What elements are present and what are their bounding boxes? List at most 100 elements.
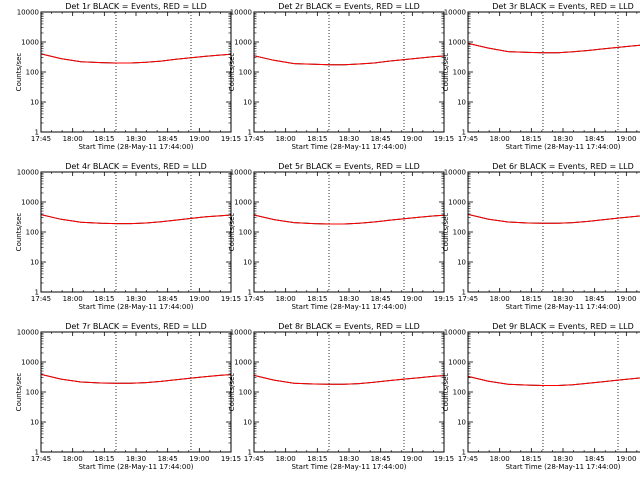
x-tick-label: 19:00: [616, 295, 636, 303]
panel-title: Det 1r BLACK = Events, RED = LLD: [65, 2, 207, 11]
y-tick-label: 1000: [234, 359, 252, 367]
x-axis-label: Start Time (28-May-11 17:44:00): [78, 143, 193, 151]
y-axis-label: Counts/sec: [15, 53, 23, 92]
x-tick-label: 18:00: [63, 455, 83, 463]
x-tick-label: 17:45: [244, 455, 264, 463]
x-tick-label: 17:45: [31, 295, 51, 303]
series-line-lld: [468, 213, 640, 224]
x-tick-label: 18:30: [553, 295, 573, 303]
y-tick-label: 1000: [21, 39, 39, 47]
detector-panel: Det 4r BLACK = Events, RED = LLD 1 10 100 10…: [15, 162, 241, 311]
x-tick-label: 19:00: [189, 455, 209, 463]
panel-title: Det 3r BLACK = Events, RED = LLD: [492, 2, 634, 11]
x-tick-label: 18:30: [339, 295, 359, 303]
x-tick-label: 17:45: [244, 135, 264, 143]
panel-title: Det 5r BLACK = Events, RED = LLD: [278, 162, 420, 171]
x-tick-label: 18:45: [158, 135, 178, 143]
x-axis-label: Start Time (28-May-11 17:44:00): [291, 463, 406, 471]
y-tick-label: 1: [35, 289, 39, 297]
x-tick-label: 18:15: [94, 455, 114, 463]
x-tick-label: 19:15: [434, 295, 454, 303]
x-tick-label: 19:15: [221, 295, 241, 303]
x-axis-label: Start Time (28-May-11 17:44:00): [505, 143, 620, 151]
x-tick-label: 18:00: [63, 135, 83, 143]
y-tick-label: 10000: [230, 9, 252, 17]
y-tick-label: 10: [30, 259, 39, 267]
x-tick-label: 18:00: [276, 455, 296, 463]
detector-panel: Det 3r BLACK = Events, RED = LLD 1 10 100 10…: [442, 2, 640, 151]
y-tick-label: 10: [30, 419, 39, 427]
y-tick-label: 100: [26, 389, 39, 397]
y-tick-label: 1: [248, 129, 252, 137]
y-tick-label: 1: [462, 449, 466, 457]
y-tick-label: 10: [243, 99, 252, 107]
x-tick-label: 18:30: [339, 135, 359, 143]
y-tick-label: 10: [457, 259, 466, 267]
detector-panel: Det 7r BLACK = Events, RED = LLD 1 10 100 10…: [15, 322, 241, 471]
y-axis-label: Counts/sec: [15, 373, 23, 412]
y-tick-label: 1000: [21, 199, 39, 207]
x-axis-label: Start Time (28-May-11 17:44:00): [291, 303, 406, 311]
x-tick-label: 19:15: [221, 135, 241, 143]
y-tick-label: 10: [243, 419, 252, 427]
x-tick-label: 18:00: [276, 295, 296, 303]
y-tick-label: 100: [453, 389, 466, 397]
panel-title: Det 4r BLACK = Events, RED = LLD: [65, 162, 207, 171]
x-axis-label: Start Time (28-May-11 17:44:00): [78, 303, 193, 311]
x-tick-label: 18:45: [371, 455, 391, 463]
series-line-lld: [41, 214, 231, 225]
x-axis-label: Start Time (28-May-11 17:44:00): [78, 463, 193, 471]
y-axis-label: Counts/sec: [442, 53, 450, 92]
series-line-lld: [254, 214, 444, 225]
x-tick-label: 17:45: [458, 295, 478, 303]
y-tick-label: 100: [453, 69, 466, 77]
x-axis-label: Start Time (28-May-11 17:44:00): [505, 463, 620, 471]
x-tick-label: 19:00: [189, 295, 209, 303]
x-tick-label: 18:15: [307, 135, 327, 143]
x-tick-label: 19:15: [434, 135, 454, 143]
x-tick-label: 18:15: [307, 295, 327, 303]
y-tick-label: 10: [30, 99, 39, 107]
y-tick-label: 10000: [17, 329, 39, 337]
x-tick-label: 18:45: [585, 455, 605, 463]
panel-title: Det 2r BLACK = Events, RED = LLD: [278, 2, 420, 11]
y-tick-label: 10000: [444, 169, 466, 177]
x-tick-label: 19:15: [434, 455, 454, 463]
y-tick-label: 10: [243, 259, 252, 267]
y-tick-label: 1: [462, 129, 466, 137]
x-axis-label: Start Time (28-May-11 17:44:00): [291, 143, 406, 151]
panel-title: Det 9r BLACK = Events, RED = LLD: [492, 322, 634, 331]
panel-title: Det 8r BLACK = Events, RED = LLD: [278, 322, 420, 331]
y-tick-label: 10000: [17, 9, 39, 17]
x-tick-label: 18:45: [158, 295, 178, 303]
x-tick-label: 18:15: [307, 455, 327, 463]
x-tick-label: 18:00: [63, 295, 83, 303]
y-tick-label: 100: [239, 389, 252, 397]
detector-panel: Det 8r BLACK = Events, RED = LLD 1 10 100 10…: [228, 322, 454, 471]
y-tick-label: 1: [35, 449, 39, 457]
x-tick-label: 17:45: [31, 455, 51, 463]
y-tick-label: 1000: [448, 199, 466, 207]
y-axis-label: Counts/sec: [228, 213, 236, 252]
x-tick-label: 18:30: [553, 135, 573, 143]
detector-panel: Det 5r BLACK = Events, RED = LLD 1 10 100 10…: [228, 162, 454, 311]
detector-panel: Det 6r BLACK = Events, RED = LLD 1 10 100 10…: [442, 162, 640, 311]
y-tick-label: 100: [239, 69, 252, 77]
x-tick-label: 19:15: [221, 455, 241, 463]
series-line-lld: [468, 375, 640, 386]
y-tick-label: 1: [462, 289, 466, 297]
x-tick-label: 18:30: [553, 455, 573, 463]
series-line-lld: [468, 42, 640, 54]
y-axis-label: Counts/sec: [442, 213, 450, 252]
y-tick-label: 10000: [444, 329, 466, 337]
x-tick-label: 18:00: [276, 135, 296, 143]
x-tick-label: 18:45: [585, 295, 605, 303]
x-tick-label: 18:45: [371, 135, 391, 143]
y-tick-label: 1000: [448, 39, 466, 47]
detector-panel: Det 2r BLACK = Events, RED = LLD 1 10 100 10…: [228, 2, 454, 151]
y-tick-label: 1000: [234, 199, 252, 207]
x-axis-label: Start Time (28-May-11 17:44:00): [505, 303, 620, 311]
x-tick-label: 18:45: [158, 455, 178, 463]
